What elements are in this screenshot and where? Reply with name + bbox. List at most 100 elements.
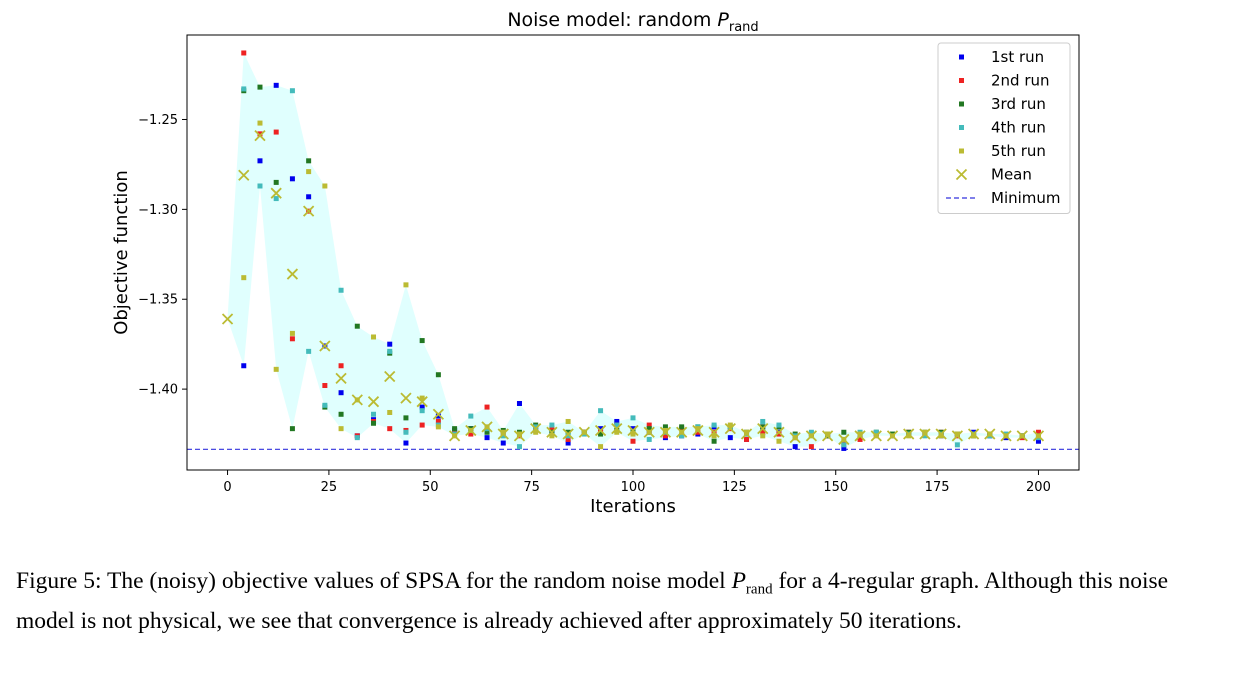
run5-point	[241, 275, 247, 281]
run4-point	[257, 183, 263, 189]
figure-caption: Figure 5: The (noisy) objective values o…	[16, 566, 1226, 637]
run1-point	[565, 440, 571, 446]
legend: 1st run 2nd run 3rd run 4th run 5th run Mean M…	[937, 42, 1071, 214]
run5-point	[403, 282, 409, 288]
legend-label: 1st run	[991, 48, 1044, 66]
run4-point	[354, 435, 360, 441]
run5-point	[371, 334, 377, 340]
run3-point	[273, 179, 279, 185]
run3-point	[598, 431, 604, 437]
run2-point	[808, 444, 814, 450]
run3-point	[565, 429, 571, 435]
mean-point	[400, 392, 412, 404]
run2-point	[419, 422, 425, 428]
run2-point	[776, 431, 782, 437]
mean-point	[967, 428, 980, 440]
run2-point	[549, 426, 555, 432]
run5-point	[906, 433, 912, 439]
mean-point	[238, 169, 250, 181]
run5-point	[500, 429, 506, 435]
run3-point	[760, 424, 766, 430]
x-tick-label: 125	[722, 480, 747, 495]
legend-marker-run2	[959, 78, 964, 83]
run5-point	[727, 422, 733, 428]
mean-point	[659, 426, 672, 438]
run2-point	[857, 436, 863, 442]
run3-point	[484, 429, 490, 435]
run4-point	[371, 411, 377, 417]
run2-point	[289, 336, 295, 342]
run2-point	[744, 436, 750, 442]
run3-point	[371, 420, 377, 426]
run3-point	[452, 426, 458, 432]
run5-point	[662, 427, 668, 433]
run2-point	[387, 426, 393, 432]
mean-point	[757, 423, 769, 435]
mean-point	[254, 130, 266, 142]
x-tick-label: 175	[925, 480, 950, 495]
run4-point	[387, 348, 393, 354]
run4-point	[419, 408, 425, 414]
mean-point	[935, 428, 947, 440]
y-axis-label: Objective function	[111, 170, 132, 335]
x-tick-label: 0	[223, 480, 231, 495]
run5-point	[760, 433, 766, 439]
mean-point	[497, 428, 509, 440]
run1-point	[338, 390, 344, 396]
mean-point	[578, 426, 590, 438]
x-tick-label: 50	[422, 480, 439, 495]
run4-point	[614, 422, 620, 428]
run3-point	[646, 426, 652, 432]
run4-point	[646, 436, 652, 442]
run4-point	[468, 413, 474, 419]
caption-symbol: P	[731, 568, 746, 594]
spread-band-area	[227, 53, 1039, 449]
run1-point	[387, 341, 393, 347]
mean-point	[270, 187, 282, 199]
legend-box	[937, 42, 1071, 214]
run4-point	[241, 86, 247, 92]
mean-point	[838, 433, 850, 446]
legend-label: 4th run	[991, 119, 1046, 137]
run2-point	[484, 404, 490, 410]
mean-point	[676, 426, 688, 438]
run1-point	[419, 404, 425, 410]
mean-point	[594, 424, 607, 437]
run4-point	[549, 422, 555, 428]
mean-point	[1032, 430, 1045, 442]
run2-point	[273, 129, 279, 135]
chart-title-symbol: P	[717, 9, 729, 31]
run3-point	[435, 372, 441, 378]
run2-point	[468, 431, 474, 437]
mean-point	[432, 408, 445, 420]
mean-point	[805, 430, 818, 442]
mean-point	[740, 428, 753, 440]
run2-point	[565, 436, 571, 442]
mean-point	[465, 424, 477, 437]
run4-point	[403, 429, 409, 435]
run1-point	[516, 400, 522, 406]
run4-point	[565, 433, 571, 439]
y-tick-label: −1.35	[138, 293, 178, 308]
y-tick-label: −1.30	[138, 203, 178, 218]
chart-title: Noise model: random Prand	[507, 9, 758, 35]
run1-point	[403, 440, 409, 446]
run4-point	[322, 402, 328, 408]
chart-svg: Noise model: random Prand 0 25 50 75 100 125 1…	[111, 9, 1080, 517]
run3-point	[662, 424, 668, 430]
mean-point	[692, 424, 704, 437]
legend-marker-mean	[955, 168, 968, 181]
caption-subscript: rand	[745, 581, 773, 598]
mean-point	[416, 396, 428, 408]
mean-point	[546, 426, 558, 438]
x-tick-label: 200	[1026, 480, 1051, 495]
run4-point	[306, 348, 312, 354]
run5-point	[614, 429, 620, 435]
mean-point	[886, 430, 899, 442]
legend-marker-run3	[959, 101, 964, 107]
run4-point	[711, 422, 717, 428]
run4-point	[500, 433, 506, 439]
mean-point	[821, 430, 834, 442]
y-tick-label: −1.25	[138, 113, 178, 128]
run4-point	[533, 424, 539, 430]
